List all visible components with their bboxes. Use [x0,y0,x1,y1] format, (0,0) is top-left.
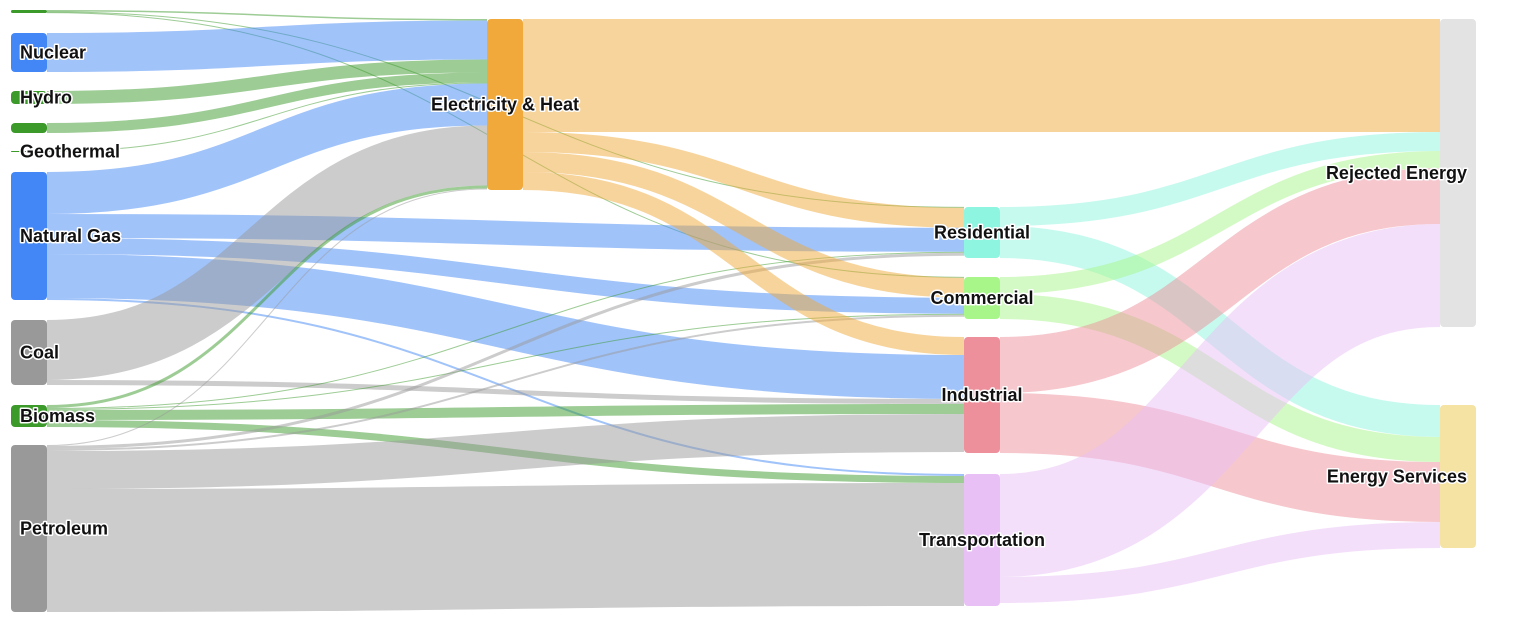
sankey-link [46,214,965,252]
sankey-node [11,151,47,152]
sankey-node [964,474,1000,606]
sankey-link [46,404,965,420]
sankey-node [964,337,1000,453]
sankey-link [46,313,965,410]
sankey-node [487,19,523,190]
sankey-node [1440,19,1476,327]
node-label: Commercial [930,288,1033,308]
node-label: Industrial [941,385,1022,405]
sankey-link [522,152,965,298]
links-layer [46,10,1442,612]
sankey-link [46,10,488,21]
sankey-node [11,172,47,300]
sankey-node [11,320,47,385]
sankey-node [964,277,1000,319]
sankey-node [964,207,1000,258]
sankey-node [11,91,47,104]
node-label: Electricity & Heat [431,95,579,115]
sankey-link [999,151,1441,294]
sankey-link [998,224,1442,577]
sankey-link [46,483,965,612]
node-label: Nuclear [20,43,86,63]
node-label: Petroleum [20,519,108,539]
node-label: Rejected Energy [1326,163,1467,183]
node-label: Transportation [919,530,1045,550]
sankey-link [46,380,965,404]
sankey-link [46,59,488,104]
sankey-link [46,251,965,409]
sankey-link [46,185,488,408]
sankey-node [11,405,47,427]
sankey-link [999,168,1441,393]
sankey-link [46,188,488,446]
node-label: Residential [934,223,1030,243]
node-label: Hydro [20,88,72,108]
sankey-link [522,172,965,355]
labels-layer: Nuclear Hydro Geothermal Natural Gas Coal Bio… [19,41,1469,552]
sankey-node [1440,405,1476,548]
sankey-link [46,414,965,489]
node-label: Biomass [20,406,95,426]
node-label: Coal [20,343,59,363]
sankey-node [11,123,47,133]
nodes-layer [11,10,1476,612]
sankey-node [11,445,47,612]
node-label: Geothermal [20,142,120,162]
sankey-link [522,132,965,228]
node-label: Energy Services [1327,467,1467,487]
sankey-link [999,522,1441,603]
node-label: Natural Gas [20,226,121,246]
sankey-link [46,252,965,449]
sankey-link [999,132,1441,226]
sankey-link [46,314,965,451]
sankey-link [46,125,488,380]
sankey-link [46,82,488,152]
sankey-node [11,33,47,72]
sankey-link [46,72,488,133]
sankey-link [46,83,488,214]
sankey-node [11,10,47,13]
sankey-link [46,20,488,72]
